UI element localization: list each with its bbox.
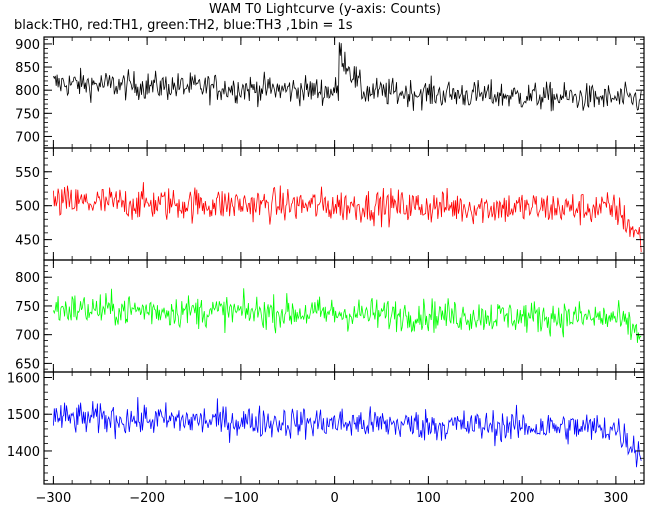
y-tick-label: 550	[15, 166, 40, 181]
series-line-th2	[53, 288, 642, 343]
y-tick-label: 1600	[7, 372, 40, 387]
chart-subtitle: black:TH0, red:TH1, green:TH2, blue:TH3 …	[14, 18, 353, 33]
y-tick-label: 450	[15, 234, 40, 249]
y-tick-label: 1500	[7, 408, 40, 423]
series-line-th3	[53, 397, 642, 468]
x-tick-label: 200	[510, 491, 535, 505]
y-tick-label: 1400	[7, 445, 40, 460]
y-tick-label: 500	[15, 200, 40, 215]
chart-title: WAM T0 Lightcurve (y-axis: Counts)	[209, 2, 441, 17]
x-tick-label: −200	[129, 491, 165, 505]
y-tick-label: 850	[15, 61, 40, 76]
panel-frame-th3	[43, 371, 645, 485]
y-tick-label: 800	[15, 271, 40, 286]
y-tick-label: 800	[15, 84, 40, 99]
x-tick-label: 100	[416, 491, 441, 505]
y-tick-label: 700	[15, 329, 40, 344]
y-tick-label: 750	[15, 300, 40, 315]
x-tick-label: −100	[223, 491, 259, 505]
x-tick-label: 0	[330, 491, 338, 505]
y-tick-label: 900	[15, 38, 40, 53]
x-tick-label: 300	[603, 491, 628, 505]
series-line-th0	[53, 42, 642, 112]
y-tick-label: 700	[15, 130, 40, 145]
x-tick-label: −300	[36, 491, 72, 505]
series-line-th1	[53, 182, 642, 253]
y-tick-label: 650	[15, 357, 40, 372]
y-tick-label: 750	[15, 107, 40, 122]
panel-frame-th0	[43, 36, 645, 149]
